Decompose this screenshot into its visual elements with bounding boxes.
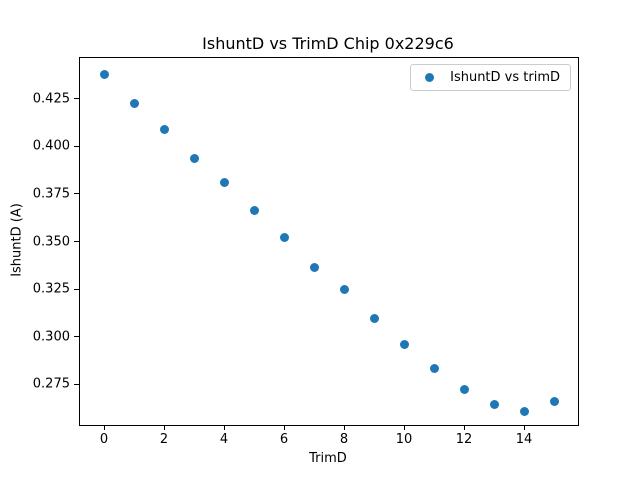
data-point [159,124,169,134]
y-tick-label: 0.400 [32,138,70,154]
data-point [519,406,529,416]
data-point [99,69,109,79]
data-point [369,314,379,324]
x-tick-label: 8 [339,432,349,447]
x-tick-label: 10 [395,432,413,447]
y-tick-mark [74,193,79,195]
x-tick-mark [403,425,405,430]
x-tick-label: 6 [279,432,289,447]
y-tick-mark [74,288,79,290]
y-tick-mark [74,336,79,338]
x-tick-mark [283,425,285,430]
data-point [459,385,469,395]
data-point [219,177,229,187]
data-point [129,98,139,108]
data-point [249,206,259,216]
y-tick-label: 0.325 [32,281,70,297]
data-point [489,400,499,410]
y-tick-mark [74,383,79,385]
y-tick-label: 0.425 [32,91,70,107]
data-point [549,396,559,406]
plot-area: IshuntD vs trimD 0 2 4 6 8 10 12 14 0.275 0.300 0.… [33,57,579,446]
x-tick-label: 12 [455,432,473,447]
data-point [309,263,319,273]
y-tick-label: 0.300 [32,329,70,345]
x-tick-label: 0 [99,432,109,447]
y-axis-label: IshuntD (A) [9,203,25,277]
data-point [429,364,439,374]
x-tick-label: 4 [219,432,229,447]
y-tick-label: 0.350 [32,234,70,249]
x-tick-mark [103,425,105,430]
x-tick-mark [523,425,525,430]
data-point [279,233,289,243]
legend-label: IshuntD vs trimD [450,70,560,85]
x-tick-label: 2 [159,432,169,447]
x-tick-mark [463,425,465,430]
x-tick-mark [343,425,345,430]
y-tick-mark [74,145,79,147]
legend-marker-dot [425,73,435,82]
y-tick-label: 0.375 [32,186,70,202]
y-tick-mark [74,98,79,100]
x-tick-mark [163,425,165,430]
y-tick-label: 0.275 [32,376,70,392]
y-tick-mark [74,241,79,242]
data-point [399,340,409,350]
x-axis-label: TrimD [309,451,347,466]
x-tick-label: 14 [515,432,533,447]
data-point [189,153,199,163]
chart-title: IshuntD vs TrimD Chip 0x229c6 [202,34,454,53]
data-point [339,285,349,295]
x-tick-mark [223,425,225,430]
legend: IshuntD vs trimD [410,64,571,91]
